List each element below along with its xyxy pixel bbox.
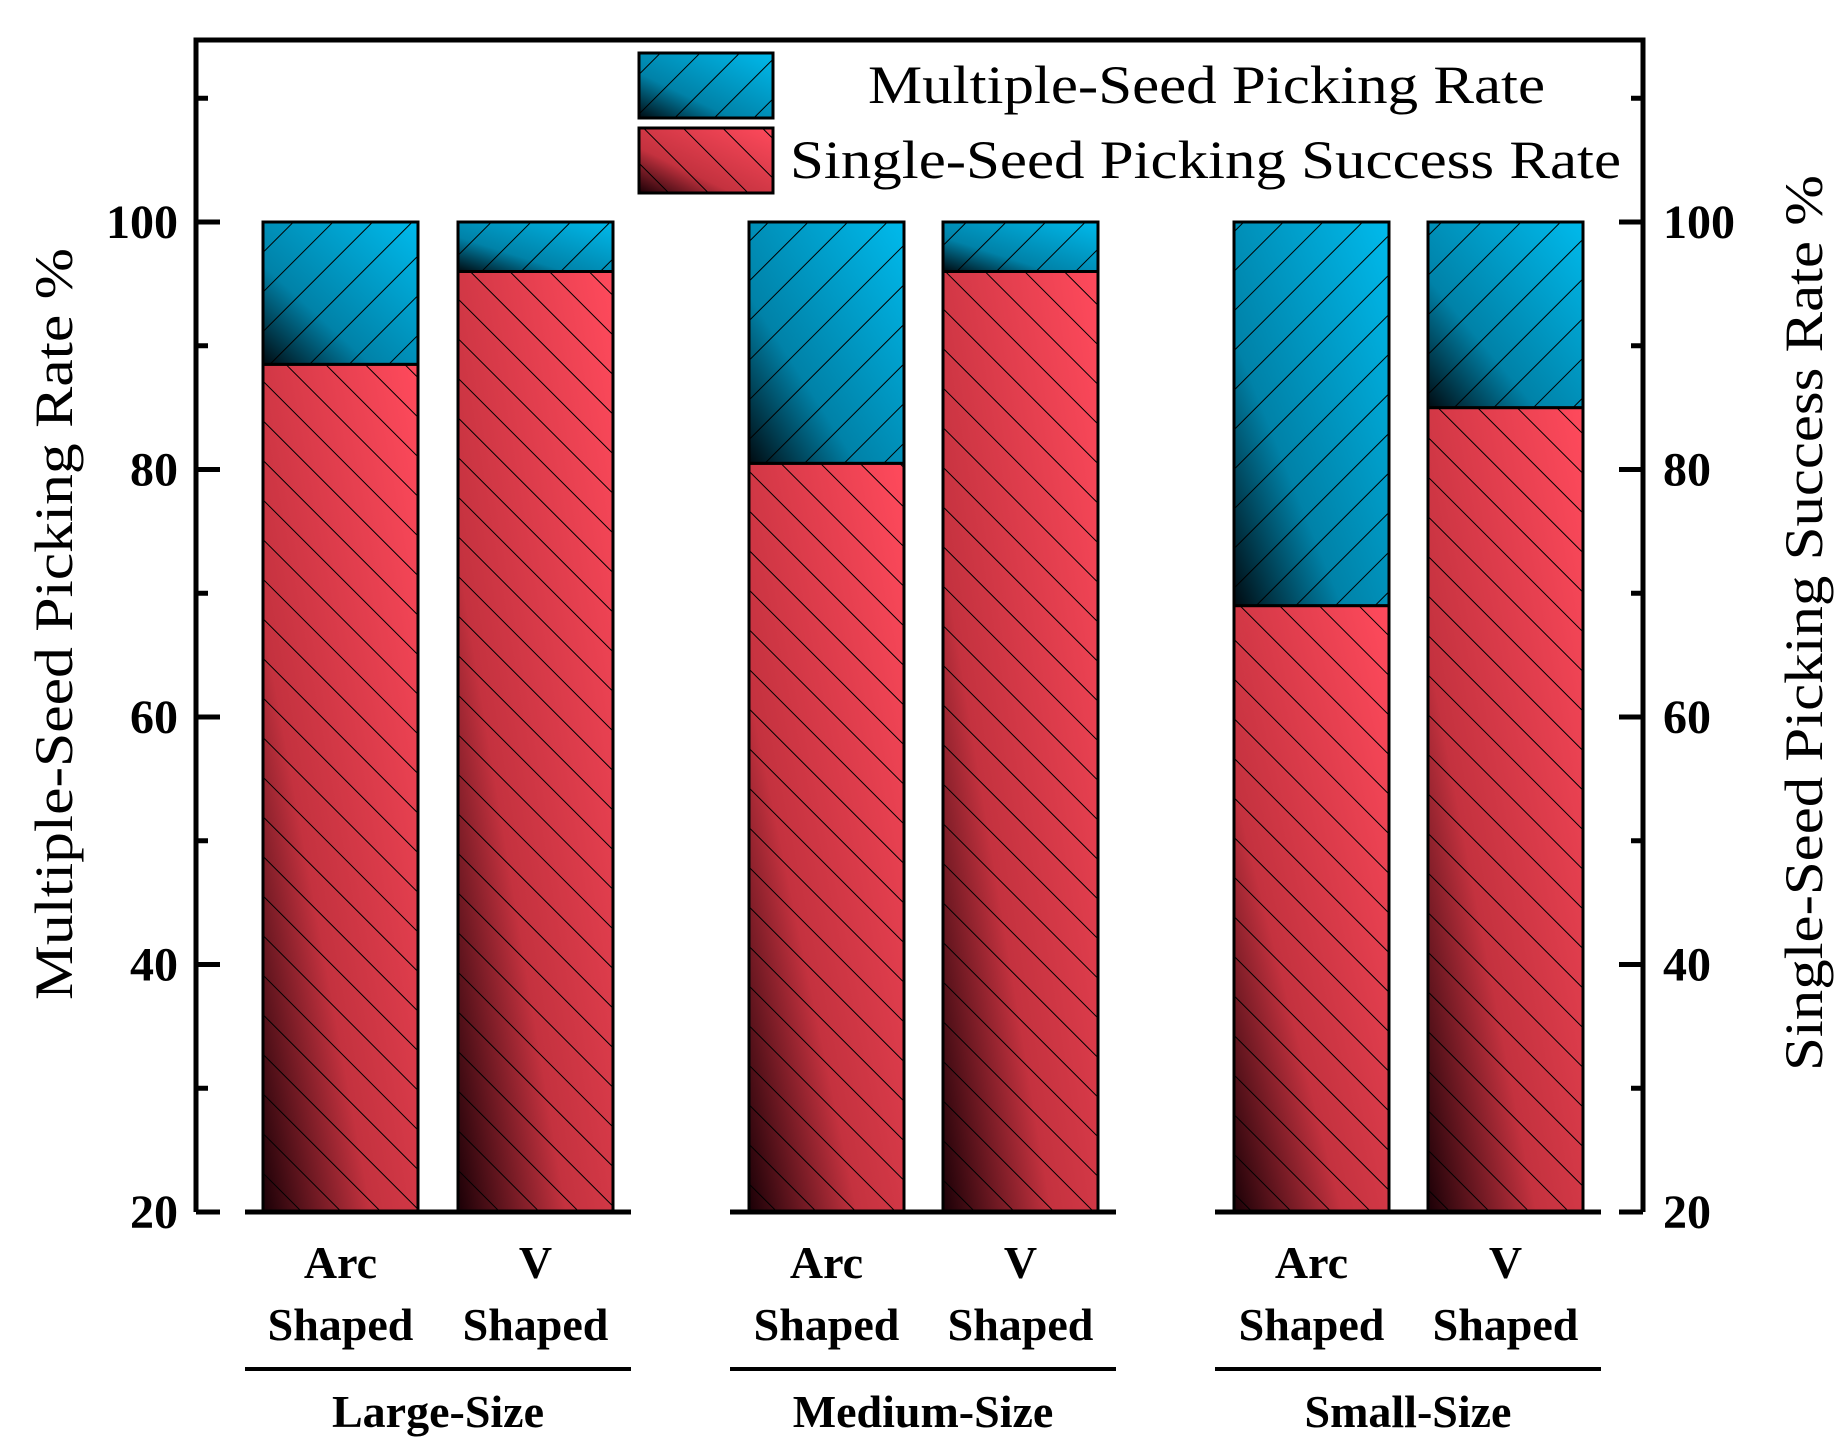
bar-single-seed-2 [747, 461, 906, 1214]
bar-multiple-seed-3 [941, 220, 1100, 273]
category-label-line1: V [1004, 1237, 1037, 1288]
bar-multiple-seed-4 [1232, 220, 1391, 608]
category-label-line2: Shaped [1433, 1299, 1579, 1350]
left-tick-label: 20 [130, 1186, 178, 1239]
legend-item: Multiple-Seed Picking Rate [637, 51, 1545, 120]
right-tick-label: 60 [1663, 691, 1711, 744]
left-tick-label: 60 [130, 691, 178, 744]
category-label-line1: V [1489, 1237, 1522, 1288]
bar-multiple-seed-5 [1426, 220, 1585, 410]
bar-multiple-seed-1 [456, 220, 615, 273]
category-label-line2: Shaped [268, 1299, 414, 1350]
right-tick-label: 20 [1663, 1186, 1711, 1239]
right-tick-label: 80 [1663, 444, 1711, 497]
category-label-line1: Arc [790, 1237, 863, 1288]
bar-single-seed-1 [456, 270, 615, 1214]
axis-frame [193, 37, 1646, 1212]
category-label-line2: Shaped [948, 1299, 1094, 1350]
category-label-line2: Shaped [463, 1299, 609, 1350]
group-label: Large-Size [332, 1386, 544, 1437]
bar-single-seed-5 [1426, 406, 1585, 1214]
legend-swatch [637, 51, 775, 120]
bars-layer [261, 220, 1585, 1214]
left-tick-label: 80 [130, 444, 178, 497]
bar-single-seed-3 [941, 270, 1100, 1214]
group-label: Medium-Size [793, 1386, 1054, 1437]
right-axis-title: Single-Seed Picking Success Rate % [1774, 175, 1834, 1071]
left-tick-label: 100 [106, 196, 178, 249]
bar-multiple-seed-0 [261, 220, 420, 366]
right-tick-label: 100 [1663, 196, 1735, 249]
legend-item: Single-Seed Picking Success Rate [637, 126, 1621, 195]
legend-label: Multiple-Seed Picking Rate [868, 55, 1545, 115]
legend: Multiple-Seed Picking Rate Single-Seed Pi… [637, 51, 1621, 195]
bar-single-seed-0 [261, 362, 420, 1214]
legend-label: Single-Seed Picking Success Rate [790, 130, 1621, 190]
left-axis-title: Multiple-Seed Picking Rate % [24, 248, 84, 1000]
category-label-line1: Arc [304, 1237, 377, 1288]
group-label: Small-Size [1305, 1386, 1512, 1437]
category-label-line2: Shaped [1239, 1299, 1385, 1350]
category-label-line2: Shaped [754, 1299, 900, 1350]
category-label-line1: V [519, 1237, 552, 1288]
axes-layer: 20 20 40 40 60 60 80 80 100 100 Large-Size Medium-S… [106, 37, 1735, 1437]
right-tick-label: 40 [1663, 939, 1711, 992]
bar-multiple-seed-2 [747, 220, 906, 465]
left-tick-label: 40 [130, 939, 178, 992]
bar-single-seed-4 [1232, 604, 1391, 1214]
category-label-line1: Arc [1275, 1237, 1348, 1288]
legend-swatch [637, 126, 775, 195]
